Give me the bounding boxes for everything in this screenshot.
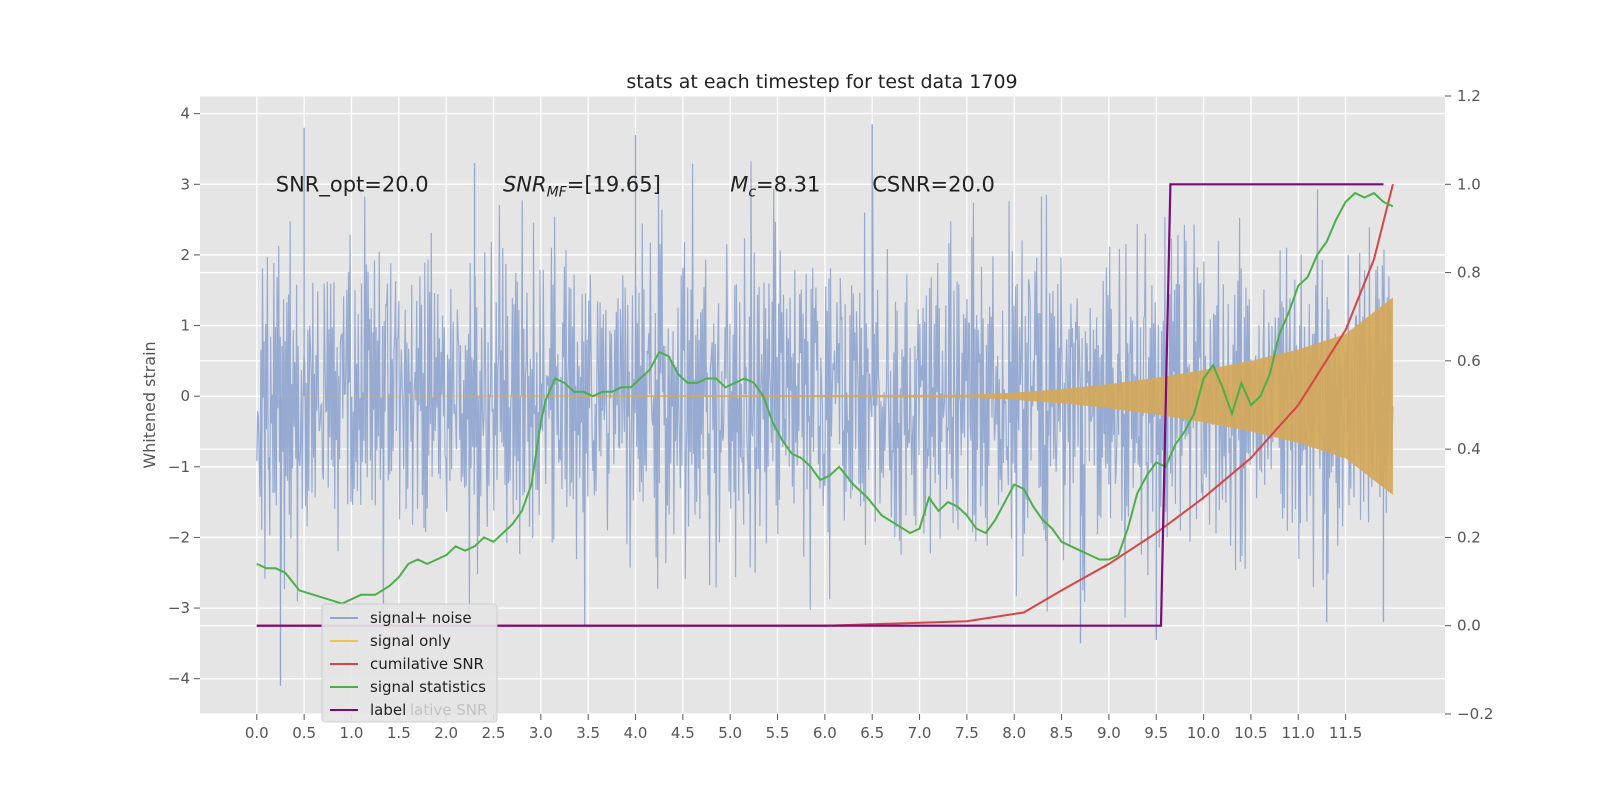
signal-only-series bbox=[256, 297, 1393, 496]
y-tick-label: 1 bbox=[180, 317, 190, 335]
y2-tick-label: 0.0 bbox=[1457, 617, 1481, 635]
annotations: SNR_opt=20.0 SNRMF=[19.65] Mc=8.31 CSNR=20.… bbox=[276, 172, 995, 200]
y-tick-label: 2 bbox=[180, 246, 190, 264]
y2-tick-label: 1.0 bbox=[1457, 175, 1481, 193]
y2-tick-label: 1.2 bbox=[1457, 87, 1481, 105]
annotation-text: SNR_opt=20.0 bbox=[276, 172, 429, 197]
y-tick-label: 4 bbox=[180, 105, 190, 123]
x-tick-label: 8.0 bbox=[1002, 724, 1026, 742]
y-tick-label: −4 bbox=[168, 670, 190, 688]
legend-box bbox=[321, 603, 498, 723]
x-tick-label: 2.0 bbox=[434, 724, 458, 742]
x-axis-ticks: 0.0 0.5 1.0 1.5 2.0 2.5 3.0 3.5 4.0 4.5 5.0 5.5 6.0 6… bbox=[245, 714, 1362, 742]
annotation-text: SNRMF=[19.65] bbox=[503, 172, 661, 200]
y2-tick-label: 0.6 bbox=[1457, 352, 1481, 370]
legend-label: signal+ noise bbox=[370, 609, 472, 627]
x-tick-label: 3.0 bbox=[529, 724, 553, 742]
y2-tick-label: 0.8 bbox=[1457, 264, 1481, 282]
x-tick-label: 10.5 bbox=[1234, 724, 1267, 742]
x-tick-label: 1.5 bbox=[387, 724, 411, 742]
signal-noise-line bbox=[256, 161, 1394, 631]
y2-tick-label: 0.4 bbox=[1457, 440, 1481, 458]
x-tick-label: 3.5 bbox=[576, 724, 600, 742]
y2-axis-ticks: 1.2 1.0 0.8 0.6 0.4 0.2 0.0 −0.2 bbox=[1445, 87, 1493, 723]
x-tick-label: 11.5 bbox=[1329, 724, 1362, 742]
y-tick-label: −2 bbox=[168, 528, 190, 546]
legend-label: signal statistics bbox=[370, 678, 486, 696]
x-tick-label: 0.0 bbox=[245, 724, 269, 742]
x-tick-label: 7.5 bbox=[955, 724, 979, 742]
chart-title: stats at each timestep for test data 170… bbox=[626, 71, 1017, 93]
signal-statistics-line bbox=[256, 191, 1394, 605]
signal-only-envelope bbox=[256, 297, 1393, 496]
y-tick-label: −1 bbox=[168, 458, 190, 476]
x-tick-label: 2.5 bbox=[482, 724, 506, 742]
x-tick-label: 9.5 bbox=[1144, 724, 1168, 742]
y-tick-label: −3 bbox=[168, 599, 190, 617]
x-tick-label: 10.0 bbox=[1187, 724, 1220, 742]
x-tick-label: 11.0 bbox=[1282, 724, 1315, 742]
x-tick-label: 7.0 bbox=[908, 724, 932, 742]
label-line bbox=[256, 183, 1384, 627]
legend-label: cumilative SNR bbox=[370, 655, 484, 673]
y-axis-ticks: 4 3 2 1 0 −1 −2 −3 −4 bbox=[168, 105, 200, 688]
x-tick-label: 5.0 bbox=[718, 724, 742, 742]
x-tick-label: 1.0 bbox=[340, 724, 364, 742]
legend-label: label bbox=[370, 701, 406, 719]
x-tick-label: 4.0 bbox=[624, 724, 648, 742]
x-tick-label: 6.5 bbox=[860, 724, 884, 742]
x-tick-label: 4.5 bbox=[671, 724, 695, 742]
y2-tick-label: 0.2 bbox=[1457, 528, 1481, 546]
annotation-text: Mc=8.31 bbox=[730, 172, 820, 200]
legend-label: signal only bbox=[370, 632, 451, 650]
y-tick-label: 3 bbox=[180, 175, 190, 193]
x-tick-label: 9.0 bbox=[1097, 724, 1121, 742]
annotation-text: CSNR=20.0 bbox=[872, 172, 995, 196]
x-tick-label: 0.5 bbox=[292, 724, 316, 742]
line-series bbox=[256, 183, 1394, 627]
legend-ghost-text: lative SNR bbox=[410, 701, 487, 719]
y-tick-label: 0 bbox=[180, 387, 190, 405]
y-axis-label: Whitened strain bbox=[140, 341, 159, 468]
x-tick-label: 8.5 bbox=[1050, 724, 1074, 742]
y2-tick-label: −0.2 bbox=[1457, 705, 1493, 723]
x-tick-label: 6.0 bbox=[813, 724, 837, 742]
legend: lative SNR signal+ noise signal only cumila… bbox=[321, 603, 498, 723]
x-tick-label: 5.5 bbox=[766, 724, 790, 742]
